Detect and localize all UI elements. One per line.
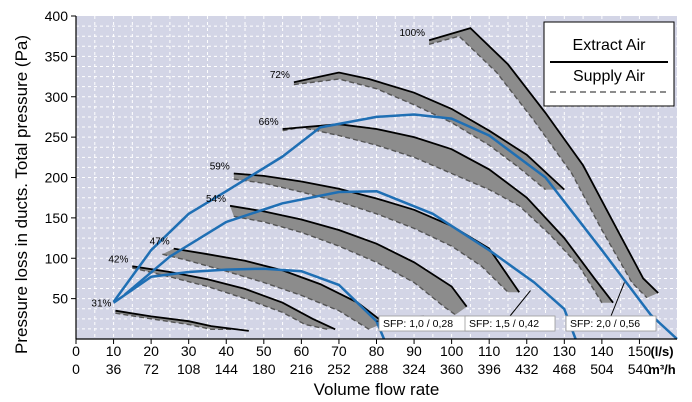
y-tick-label: 250 <box>45 129 69 145</box>
extract-air-line <box>115 309 249 332</box>
extract-air-line <box>132 265 336 331</box>
fan-speed-label: 59% <box>210 161 230 172</box>
y-tick-label: 100 <box>45 250 69 266</box>
sfp-label: SFP: 1,5 / 0,42 <box>469 318 539 330</box>
labels-layer: 31% 42% 47% 54% 59% 66% 72% 100% SFP: 1,0 / 0,28… <box>91 28 657 332</box>
x-tick-label-ls: 40 <box>218 343 234 359</box>
system-curve <box>112 113 678 340</box>
system-curve <box>123 189 577 340</box>
x-tick-label-m3h: 252 <box>327 361 351 377</box>
x-tick-label-m3h: 108 <box>177 361 201 377</box>
fan-speed-label: 47% <box>150 237 170 248</box>
y-tick-label: 400 <box>45 8 69 24</box>
sfp-label: SFP: 1,0 / 0,28 <box>383 318 453 330</box>
x-tick-label-ls: 0 <box>72 343 80 359</box>
x-tick-label-m3h: 180 <box>252 361 276 377</box>
x-tick-label-ls: 110 <box>478 343 501 359</box>
x-tick-label-m3h: 72 <box>143 361 159 377</box>
y-axis-title: Pressure loss in ducts. Total pressure (… <box>12 35 31 354</box>
x-tick-label-ls: 80 <box>369 343 385 359</box>
extract-air-line <box>282 123 614 304</box>
fan-speed-label: 31% <box>91 299 111 310</box>
x-tick-label-m3h: 0 <box>72 361 80 377</box>
x-tick-label-ls: 150 <box>628 343 652 359</box>
x-tick-label-m3h: 540 <box>628 361 652 377</box>
band-fill-72pct <box>293 72 565 190</box>
x-tick-label-m3h: 144 <box>215 361 239 377</box>
x-tick-label-ls: 30 <box>181 343 197 359</box>
band-fill-100pct <box>429 28 659 298</box>
x-tick-label-ls: 20 <box>143 343 159 359</box>
legend: Extract Air Supply Air <box>543 21 675 107</box>
x-tick-label-m3h: 396 <box>478 361 502 377</box>
x-tick-label-ls: 100 <box>440 343 464 359</box>
y-tick-label: 150 <box>45 210 69 226</box>
supply-air-line <box>162 253 370 330</box>
band-fill-54pct <box>230 205 467 315</box>
x-tick-label-m3h: 360 <box>440 361 464 377</box>
fan-speed-label: 42% <box>108 254 128 265</box>
x-tick-label-m3h: 288 <box>365 361 389 377</box>
x-tick-label-ls: 90 <box>406 343 422 359</box>
sfp-leader-line <box>610 282 625 317</box>
band-fill-66pct <box>282 124 614 303</box>
axes-layer: 50 100 150 200 250 300 350 400 0 0 10 36 20 72 30 108 40… <box>12 8 677 399</box>
fan-speed-label: 66% <box>259 117 279 128</box>
sfp-leader-line <box>509 290 531 317</box>
x-tick-label-ls: 120 <box>515 343 539 359</box>
x-axis-title: Volume flow rate <box>314 380 440 399</box>
y-tick-label: 50 <box>52 291 68 307</box>
extract-air-line <box>229 204 468 308</box>
legend-label-extract: Extract Air <box>573 37 647 54</box>
system-curve <box>112 267 386 340</box>
x-unit-m3h: m³/h <box>648 362 676 377</box>
x-tick-label-ls: 10 <box>106 343 122 359</box>
supply-air-line <box>115 312 238 330</box>
extract-air-line <box>293 71 565 191</box>
supply-air-line <box>293 78 546 191</box>
x-tick-label-m3h: 432 <box>515 361 539 377</box>
x-tick-label-ls: 60 <box>294 343 310 359</box>
sfp-label: SFP: 2,0 / 0,56 <box>570 318 640 330</box>
y-tick-label: 350 <box>45 48 69 64</box>
x-tick-label-m3h: 216 <box>290 361 314 377</box>
fan-speed-label: 100% <box>400 28 426 39</box>
x-tick-label-ls: 130 <box>553 343 577 359</box>
fan-speed-label: 72% <box>270 70 290 81</box>
x-tick-label-ls: 50 <box>256 343 272 359</box>
x-tick-label-m3h: 36 <box>106 361 122 377</box>
x-tick-label-m3h: 504 <box>590 361 614 377</box>
system-curves-layer <box>112 113 678 340</box>
x-tick-label-m3h: 468 <box>553 361 577 377</box>
y-tick-label: 300 <box>45 89 69 105</box>
x-unit-ls: (l/s) <box>650 344 673 359</box>
supply-air-line <box>233 215 456 316</box>
sfp-label-box <box>565 315 657 332</box>
x-tick-label-ls: 70 <box>331 343 347 359</box>
supply-air-line <box>233 178 509 293</box>
x-tick-label-m3h: 324 <box>402 361 426 377</box>
x-tick-label-ls: 140 <box>590 343 614 359</box>
supply-air-line <box>428 35 648 299</box>
supply-air-line <box>132 267 328 330</box>
y-tick-label: 200 <box>45 170 69 186</box>
fan-speed-label: 54% <box>206 194 226 205</box>
legend-box <box>543 21 675 107</box>
extract-air-line <box>428 27 659 294</box>
legend-label-supply: Supply Air <box>573 68 646 85</box>
supply-air-line <box>282 126 603 304</box>
sfp-label-box <box>464 315 556 332</box>
